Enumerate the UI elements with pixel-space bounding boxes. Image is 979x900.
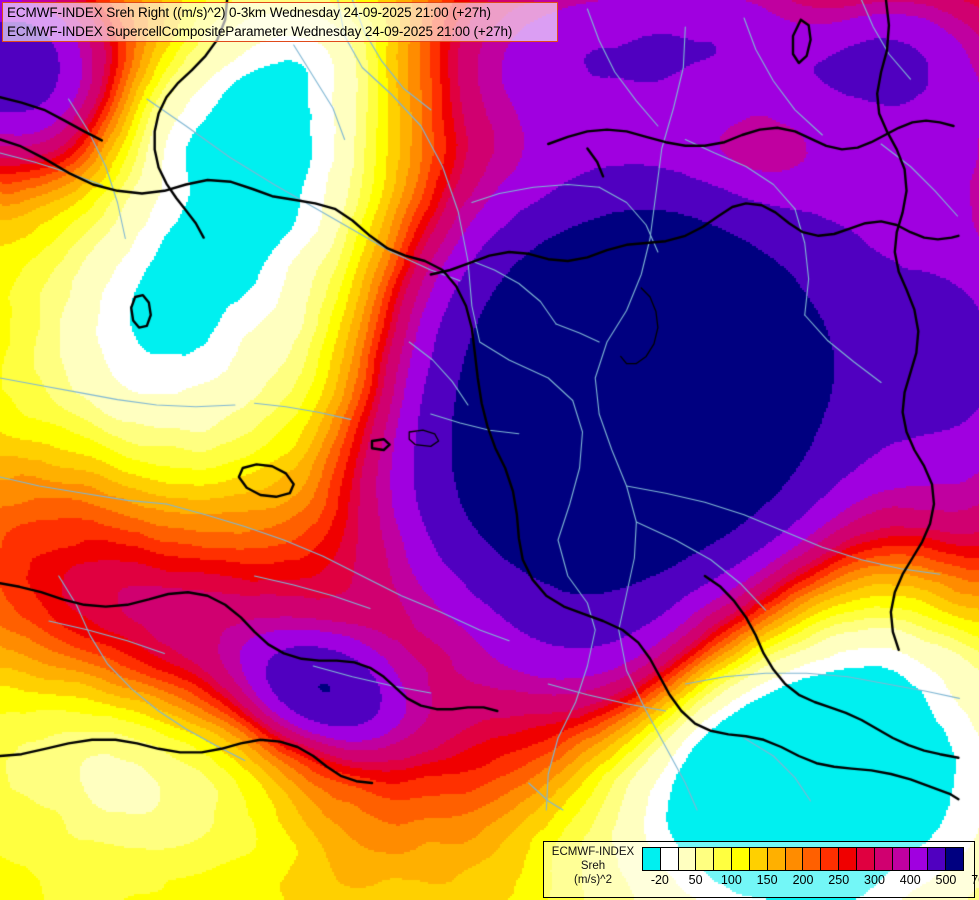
colorbar-swatch-0: [643, 848, 661, 870]
colorbar-tick-7: 400: [899, 873, 921, 887]
colorbar-tick-9: 700: [971, 873, 979, 887]
colorbar-tick-2: 100: [720, 873, 742, 887]
legend-parameter-label: Sreh: [580, 860, 606, 872]
colorbar-swatch-8: [785, 848, 804, 870]
colorbar-tick-5: 250: [828, 873, 850, 887]
colorbar-swatch-7: [767, 848, 786, 870]
colorbar-tick-4: 200: [792, 873, 814, 887]
colorbar-swatch-16: [928, 848, 947, 870]
legend-source-label: ECMWF-INDEX: [551, 846, 635, 858]
colorbar-swatch-5: [732, 848, 750, 870]
colorbar-tick-labels: -20 50 100 150 200 250 300 400 500 700: [642, 872, 979, 890]
colorbar-swatch-14: [892, 848, 911, 870]
map-title-line-secondary: ECMWF-INDEX SupercellCompositeParameter …: [7, 24, 513, 39]
colorbar-tick-6: 300: [864, 873, 885, 887]
colorbar-tick-3: 150: [756, 873, 778, 887]
colorbar-swatch-15: [910, 848, 929, 870]
colorbar-swatch-9: [803, 848, 822, 870]
legend-box: ECMWF-INDEX Sreh (m/s)^2 -20 50 100 150 200 2…: [543, 841, 979, 898]
colorbar-swatch-11: [839, 848, 857, 870]
legend-unit-label: (m/s)^2: [574, 874, 612, 886]
colorbar-swatch-4: [714, 848, 733, 870]
colorbar-swatch-13: [874, 848, 893, 870]
colorbar-swatch-1: [660, 848, 679, 870]
colorbar-tick-0: -20: [650, 873, 669, 887]
map-title-line-primary: ECMWF-INDEX Sreh Right ((m/s)^2) 0-3km W…: [7, 5, 491, 20]
colorbar-swatch-3: [696, 848, 715, 870]
colorbar-tick-1: 50: [688, 873, 703, 887]
legend-scale-block: -20 50 100 150 200 250 300 400 500 700: [642, 842, 979, 890]
colorbar-swatch-17: [946, 848, 963, 870]
colorbar-swatch-12: [856, 848, 875, 870]
colorbar[interactable]: [642, 847, 964, 871]
colorbar-swatch-6: [749, 848, 768, 870]
colorbar-swatch-10: [821, 848, 840, 870]
legend-label-block: ECMWF-INDEX Sreh (m/s)^2: [544, 842, 642, 887]
colorbar-tick-8: 500: [935, 873, 957, 887]
map-title-box: ECMWF-INDEX Sreh Right ((m/s)^2) 0-3km W…: [2, 2, 558, 42]
colorbar-swatch-2: [678, 848, 697, 870]
